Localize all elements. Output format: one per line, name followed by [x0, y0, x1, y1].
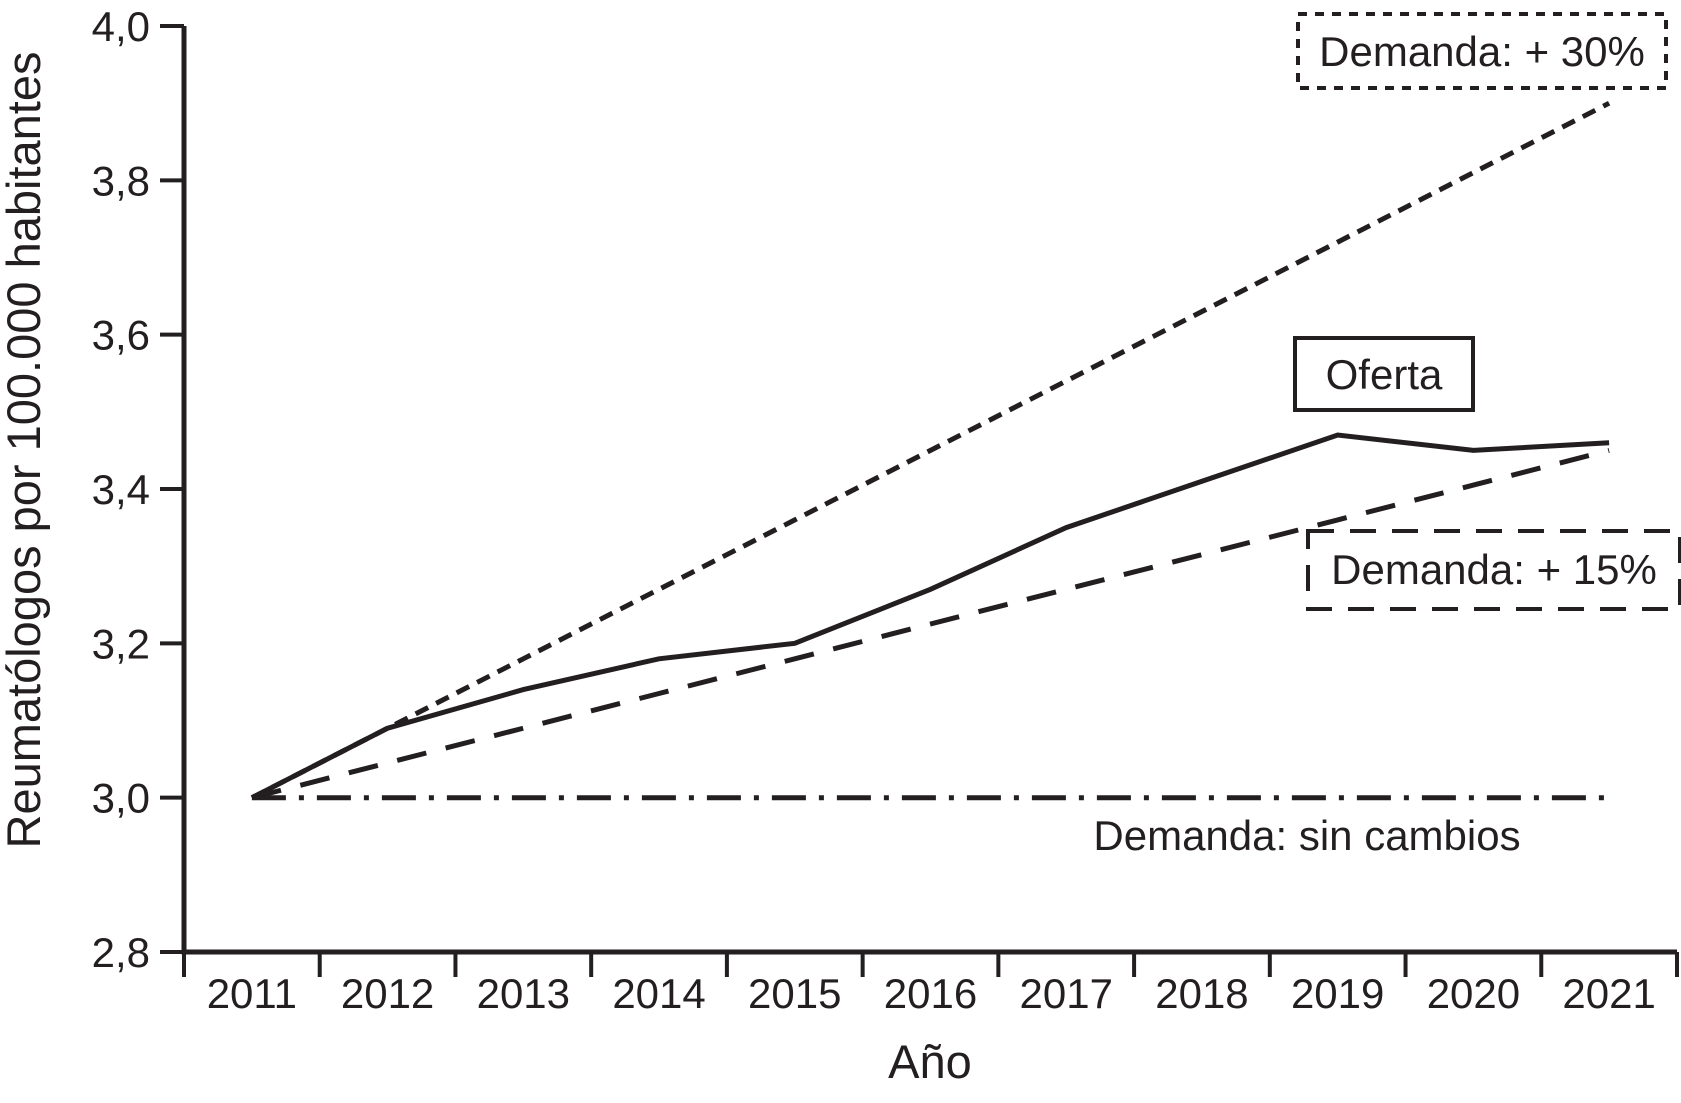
- annotation-oferta-label: Oferta: [1326, 351, 1443, 398]
- x-tick-label: 2021: [1562, 970, 1655, 1017]
- x-tick-label: 2015: [748, 970, 841, 1017]
- annotation-demanda-30: Demanda: + 30%: [1296, 12, 1668, 90]
- x-tick-label: 2013: [477, 970, 570, 1017]
- annotation-oferta-box: [1293, 336, 1475, 412]
- x-tick-label: 2019: [1291, 970, 1384, 1017]
- y-axis-title: Reumatólogos por 100.000 habitantes: [0, 52, 50, 849]
- annotation-demanda-15: Demanda: + 15%: [1306, 529, 1681, 611]
- series-oferta: [250, 432, 1610, 800]
- x-tick-label: 2016: [884, 970, 977, 1017]
- y-tick-label: 2,8: [92, 929, 150, 976]
- x-tick-labels: 2011 2012 2013 2014 2015 2016 2017 2018 2019 2020…: [207, 970, 1656, 1017]
- annotation-oferta: Oferta: [1293, 336, 1475, 412]
- y-tick-label: 3,4: [92, 466, 150, 513]
- annotation-demanda-30-box: [1296, 12, 1668, 90]
- y-tick-label: 4,0: [92, 3, 150, 50]
- series-demanda-30: [250, 100, 1611, 800]
- x-tick-label: 2020: [1427, 970, 1520, 1017]
- x-tick-label: 2018: [1155, 970, 1248, 1017]
- y-tick-label: 3,2: [92, 620, 150, 667]
- y-tick-labels: 2,8 3,0 3,2 3,4 3,6 3,8 4,0: [92, 3, 150, 976]
- y-tick-label: 3,8: [92, 157, 150, 204]
- y-tick-label: 3,0: [92, 775, 150, 822]
- x-tick-label: 2014: [612, 970, 705, 1017]
- x-tick-label: 2012: [341, 970, 434, 1017]
- x-tick-label: 2011: [207, 970, 297, 1017]
- x-axis-title: Año: [888, 1035, 972, 1088]
- annotation-demanda-30-label: Demanda: + 30%: [1319, 28, 1645, 75]
- series-lines: [250, 100, 1611, 801]
- annotation-sin-cambios-label: Demanda: sin cambios: [1093, 812, 1520, 859]
- x-tick-label: 2017: [1020, 970, 1113, 1017]
- annotation-demanda-15-box: [1306, 529, 1681, 611]
- axes: [160, 24, 1679, 977]
- y-tick-label: 3,6: [92, 312, 150, 359]
- series-demanda-15: [251, 447, 1610, 801]
- annotation-demanda-15-label: Demanda: + 15%: [1331, 546, 1657, 593]
